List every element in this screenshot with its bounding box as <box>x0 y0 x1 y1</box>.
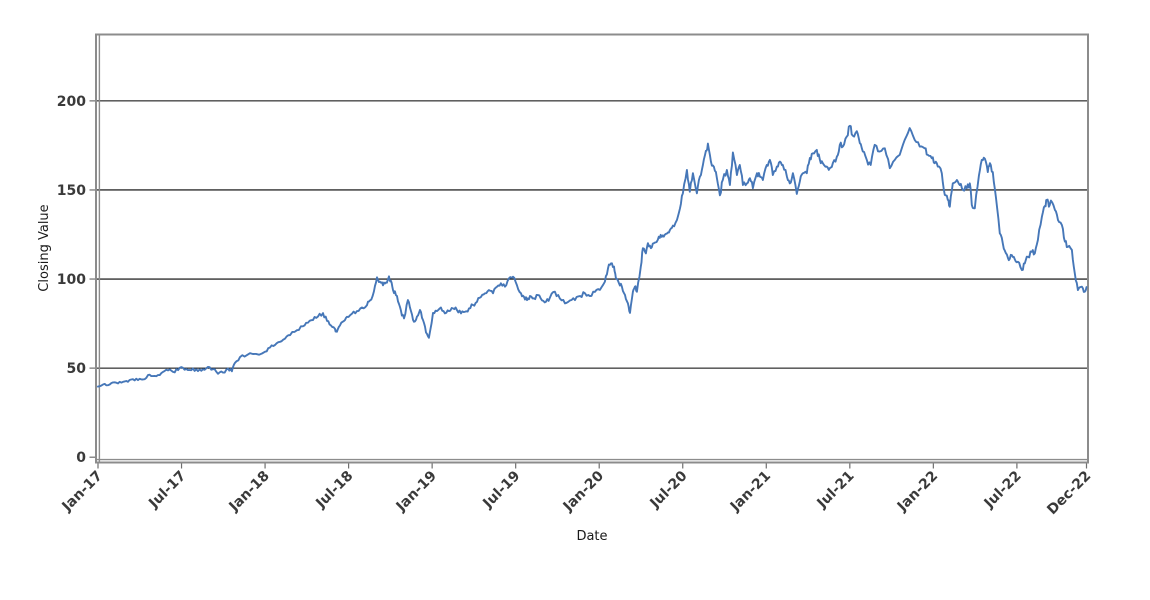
closing-value-series-line <box>97 124 1088 388</box>
plot-frame <box>95 33 1089 464</box>
y-tick-label-0: 0 <box>76 450 86 466</box>
x-tick-label-Jul-21: Jul-21 <box>814 468 858 512</box>
x-tick-label-Jul-18: Jul-18 <box>312 468 356 512</box>
x-tick-label-Jul-20: Jul-20 <box>647 468 691 512</box>
y-tick-label-150: 150 <box>57 183 86 199</box>
y-tick-label-200: 200 <box>57 94 86 110</box>
x-tick-label-Jan-18: Jan-18 <box>226 468 273 515</box>
x-axis-ticks <box>97 463 1088 469</box>
x-tick-label-Jan-20: Jan-20 <box>560 468 607 515</box>
y-tick-label-50: 50 <box>67 361 87 377</box>
x-tick-label-Jan-17: Jan-17 <box>59 468 106 515</box>
x-tick-label-Jan-22: Jan-22 <box>894 468 941 515</box>
y-axis-title: Closing Value <box>37 204 52 291</box>
x-tick-label-Dec-22: Dec-22 <box>1044 468 1094 518</box>
y-tick-label-100: 100 <box>57 272 86 288</box>
x-tick-label-Jan-19: Jan-19 <box>393 468 440 515</box>
horizontal-gridlines <box>97 100 1087 369</box>
y-axis-ticks <box>89 100 95 458</box>
x-axis-tick-labels: Jan-17 Jul-17 Jan-18 Jul-18 Jan-19 Jul-19 Jan-… <box>59 468 1095 518</box>
x-axis-title: Date <box>576 529 607 544</box>
y-axis-tick-labels: 0 50 100 150 200 <box>57 94 86 466</box>
x-tick-label-Jul-22: Jul-22 <box>981 468 1025 512</box>
x-tick-label-Jan-21: Jan-21 <box>727 468 774 515</box>
x-tick-label-Jul-17: Jul-17 <box>145 468 189 512</box>
x-tick-label-Jul-19: Jul-19 <box>479 468 523 512</box>
